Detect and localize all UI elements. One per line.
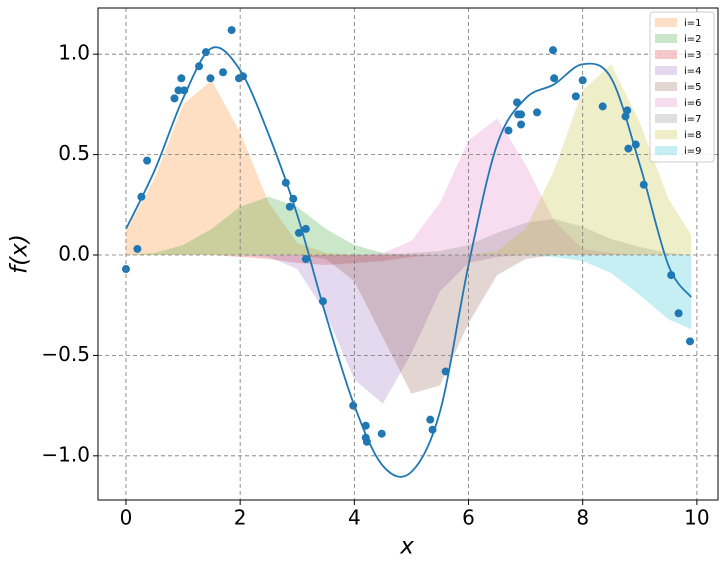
data-point (206, 74, 215, 83)
area (125, 80, 692, 256)
y-tick-label: −0.5 (41, 342, 90, 366)
data-point (289, 194, 298, 203)
data-point (686, 337, 695, 346)
area (125, 255, 692, 394)
x-tick-label: 0 (120, 506, 133, 530)
area (125, 196, 692, 256)
legend-swatch (655, 130, 677, 139)
legend-swatch (655, 34, 677, 43)
data-point (281, 178, 290, 187)
legend-swatch (655, 50, 677, 59)
data-point (361, 421, 370, 430)
area (125, 218, 692, 256)
x-tick-label: 6 (462, 506, 475, 530)
data-point (239, 72, 248, 81)
data-point (349, 401, 358, 410)
legend-label: i=1 (684, 18, 702, 29)
area (125, 255, 692, 266)
area (125, 255, 692, 404)
x-tick-label: 4 (348, 506, 361, 530)
area (125, 255, 692, 330)
legend-label: i=2 (684, 34, 702, 45)
data-point (174, 86, 183, 95)
x-tick-label: 8 (576, 506, 589, 530)
data-point (624, 144, 633, 153)
plot-area (121, 26, 695, 478)
y-tick-label: −1.0 (41, 442, 90, 466)
data-point (133, 244, 142, 253)
legend-label: i=8 (684, 130, 702, 141)
data-point (533, 108, 542, 117)
legend-label: i=9 (684, 146, 702, 157)
data-point (180, 86, 189, 95)
data-point (195, 62, 204, 71)
data-point (621, 112, 630, 121)
legend-swatch (655, 18, 677, 27)
axes-frame (97, 7, 719, 501)
legend-label: i=6 (684, 98, 702, 109)
data-point (301, 224, 310, 233)
data-point (504, 126, 513, 135)
data-point (170, 94, 179, 103)
data-point (517, 110, 526, 119)
x-tick-label: 10 (684, 506, 709, 530)
data-point (674, 309, 683, 318)
legend-label: i=4 (684, 66, 702, 77)
data-point (441, 367, 450, 376)
data-point (550, 74, 559, 83)
data-point (571, 92, 580, 101)
legend-swatch (655, 114, 677, 123)
data-point (301, 255, 310, 264)
y-tick-label: 0.5 (58, 141, 90, 165)
y-axis-label: f(x) (7, 234, 33, 274)
data-point (667, 271, 676, 280)
y-tick-label: 0.0 (58, 242, 90, 266)
data-point (219, 68, 228, 77)
legend-label: i=5 (684, 82, 702, 93)
data-point (598, 102, 607, 111)
data-point (227, 26, 236, 35)
data-point (513, 98, 522, 107)
data-point (318, 297, 327, 306)
data-point (177, 74, 186, 83)
legend-swatch (655, 146, 677, 155)
data-point (623, 106, 632, 115)
legend-swatch (655, 66, 677, 75)
data-point (285, 202, 294, 211)
data-point (639, 180, 648, 189)
legend-box (649, 11, 715, 163)
data-point (549, 46, 558, 55)
data-point (137, 192, 146, 201)
data-point (377, 429, 386, 438)
legend-swatch (655, 82, 677, 91)
y-tick-label: 1.0 (58, 41, 90, 65)
x-axis-label: x (399, 534, 414, 560)
data-point (294, 228, 303, 237)
x-tick-label: 2 (234, 506, 247, 530)
fit-line (125, 46, 692, 478)
area (125, 64, 692, 256)
data-point (362, 437, 371, 446)
data-point (201, 48, 210, 57)
data-point (426, 415, 435, 424)
data-point (143, 156, 152, 165)
legend-swatch (655, 98, 677, 107)
data-point (517, 120, 526, 129)
area (125, 118, 692, 256)
legend-label: i=7 (684, 114, 702, 125)
data-point (428, 425, 437, 434)
data-point (631, 140, 640, 149)
legend-label: i=3 (684, 50, 702, 61)
